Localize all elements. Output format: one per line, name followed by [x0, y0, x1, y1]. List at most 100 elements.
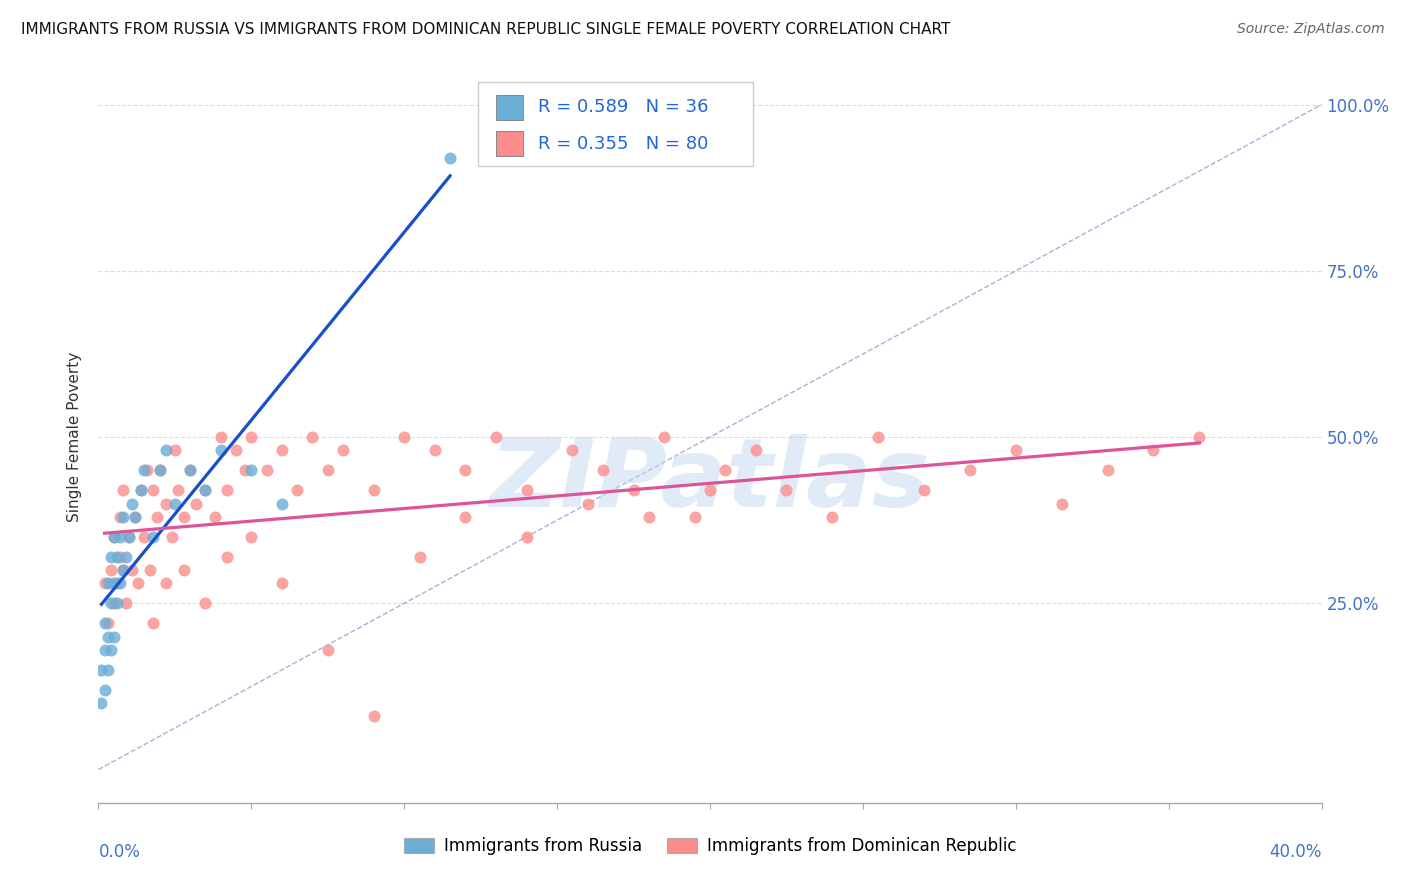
Point	[699, 483, 721, 498]
Point	[124, 509, 146, 524]
Point	[121, 563, 143, 577]
Point	[93, 576, 115, 591]
Point	[111, 483, 134, 498]
Point	[142, 616, 165, 631]
Point	[215, 549, 238, 564]
Point	[93, 682, 115, 697]
Point	[167, 483, 190, 498]
Point	[100, 596, 122, 610]
Point	[1097, 463, 1119, 477]
Point	[233, 463, 256, 477]
Point	[118, 530, 141, 544]
Point	[155, 443, 177, 458]
Point	[516, 530, 538, 544]
Point	[100, 563, 122, 577]
Point	[912, 483, 935, 498]
Point	[108, 530, 131, 544]
Point	[93, 643, 115, 657]
Point	[209, 443, 232, 458]
Point	[145, 509, 167, 524]
Point	[1142, 443, 1164, 458]
Point	[316, 643, 339, 657]
Point	[637, 509, 661, 524]
Point	[1004, 443, 1026, 458]
Point	[139, 563, 162, 577]
Point	[97, 616, 120, 631]
Point	[105, 549, 128, 564]
Point	[129, 483, 152, 498]
Point	[1188, 430, 1211, 444]
Point	[149, 463, 172, 477]
Point	[439, 151, 461, 165]
Point	[392, 430, 416, 444]
Point	[215, 483, 238, 498]
Point	[134, 530, 156, 544]
Point	[155, 497, 177, 511]
Text: ZIPatlas: ZIPatlas	[489, 434, 931, 527]
Point	[454, 509, 477, 524]
Point	[745, 443, 768, 458]
Point	[108, 576, 131, 591]
Text: IMMIGRANTS FROM RUSSIA VS IMMIGRANTS FROM DOMINICAN REPUBLIC SINGLE FEMALE POVER: IMMIGRANTS FROM RUSSIA VS IMMIGRANTS FRO…	[21, 22, 950, 37]
Point	[454, 463, 477, 477]
Point	[111, 509, 134, 524]
Text: 40.0%: 40.0%	[1270, 843, 1322, 861]
Point	[270, 497, 292, 511]
Point	[576, 497, 599, 511]
Point	[93, 616, 115, 631]
Point	[90, 663, 112, 677]
Y-axis label: Single Female Poverty: Single Female Poverty	[67, 352, 83, 522]
Point	[1050, 497, 1073, 511]
Point	[225, 443, 247, 458]
Point	[623, 483, 645, 498]
Point	[97, 663, 120, 677]
Point	[127, 576, 149, 591]
Point	[103, 530, 125, 544]
Point	[363, 483, 385, 498]
Point	[103, 596, 125, 610]
Point	[240, 463, 263, 477]
Point	[316, 463, 339, 477]
FancyBboxPatch shape	[478, 82, 752, 167]
Point	[194, 596, 217, 610]
Point	[868, 430, 890, 444]
Point	[163, 443, 186, 458]
Point	[103, 576, 125, 591]
Point	[163, 497, 186, 511]
Point	[121, 497, 143, 511]
Point	[561, 443, 583, 458]
Bar	[496, 95, 523, 120]
Point	[485, 430, 508, 444]
Point	[105, 576, 128, 591]
Point	[592, 463, 614, 477]
Point	[423, 443, 446, 458]
Text: 0.0%: 0.0%	[98, 843, 141, 861]
Point	[516, 483, 538, 498]
Legend: Immigrants from Russia, Immigrants from Dominican Republic: Immigrants from Russia, Immigrants from …	[396, 830, 1024, 862]
Point	[775, 483, 797, 498]
Point	[652, 430, 675, 444]
Point	[136, 463, 159, 477]
Point	[270, 443, 292, 458]
Point	[301, 430, 323, 444]
Point	[173, 509, 195, 524]
Bar	[496, 131, 523, 156]
Point	[103, 530, 125, 544]
Text: Source: ZipAtlas.com: Source: ZipAtlas.com	[1237, 22, 1385, 37]
Point	[332, 443, 354, 458]
Point	[108, 509, 131, 524]
Point	[115, 549, 138, 564]
Point	[111, 563, 134, 577]
Point	[124, 509, 146, 524]
Point	[256, 463, 278, 477]
Text: R = 0.589   N = 36: R = 0.589 N = 36	[537, 98, 709, 117]
Point	[194, 483, 217, 498]
Point	[100, 643, 122, 657]
Point	[129, 483, 152, 498]
Point	[115, 596, 138, 610]
Point	[408, 549, 430, 564]
Point	[155, 576, 177, 591]
Point	[142, 530, 165, 544]
Point	[90, 696, 112, 710]
Point	[149, 463, 172, 477]
